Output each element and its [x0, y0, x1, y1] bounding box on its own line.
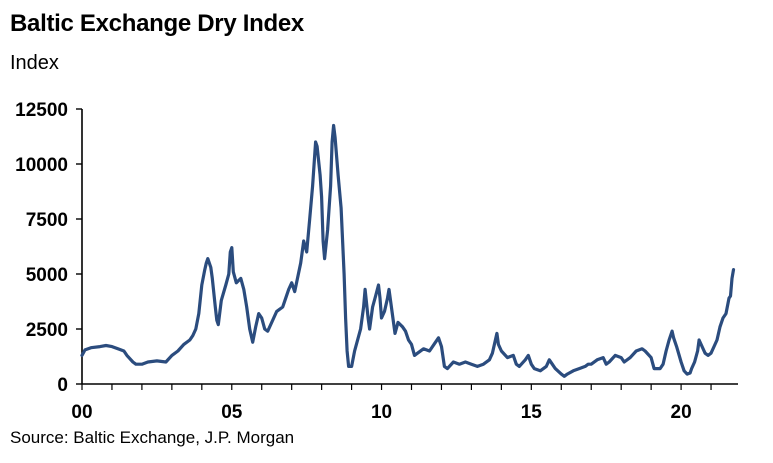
- chart-title: Baltic Exchange Dry Index: [10, 10, 304, 37]
- source-note: Source: Baltic Exchange, J.P. Morgan: [10, 428, 295, 447]
- y-tick-label: 12500: [15, 100, 68, 121]
- x-tick-label: 15: [521, 402, 543, 423]
- x-tick-label: 10: [371, 402, 392, 423]
- x-tick-label: 05: [221, 402, 243, 423]
- chart-ticks: 0 2500 5000 7500 10000 12500 00 05 10 15 20: [15, 100, 712, 423]
- chart-series-group: [80, 123, 736, 378]
- y-tick-label: 2500: [26, 320, 68, 341]
- y-axis-label: Index: [10, 52, 59, 74]
- y-tick-label: 0: [57, 375, 68, 396]
- y-tick-label: 10000: [15, 155, 68, 176]
- x-tick-label: 20: [671, 402, 692, 423]
- y-tick-label: 7500: [26, 210, 68, 231]
- y-tick-label: 5000: [26, 265, 68, 286]
- chart-axes: [81, 109, 738, 385]
- x-tick-label: 00: [71, 402, 92, 423]
- series-line: [80, 123, 736, 378]
